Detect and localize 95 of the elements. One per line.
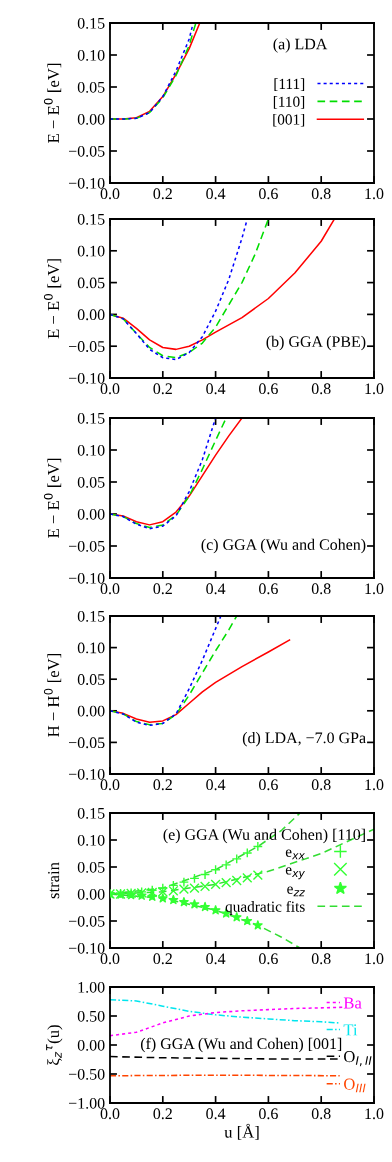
y-axis-title: H − H$^{0}$ [eV] <box>43 654 62 737</box>
legend-label: Ti <box>343 1024 358 1036</box>
text: (e) GGA (Wu and Cohen) [110] <box>163 828 365 844</box>
x-tick-label: 0.8 <box>311 583 331 595</box>
x-tick-label: 0.0 <box>100 779 120 791</box>
text: (f) GGA (Wu and Cohen) [001] <box>140 1037 342 1053</box>
x-tick-label: 0.8 <box>311 779 331 791</box>
y-tick-label: 1.00 <box>78 981 105 993</box>
x-axis-title: u [Å] <box>224 1123 259 1140</box>
y-tick-label: 0.10 <box>77 444 105 456</box>
text: (a) LDA <box>273 38 328 53</box>
x-tick-label: 0.8 <box>311 188 331 200</box>
legend-label: quadratic fits <box>225 900 305 915</box>
y-axis-title: E − E$^{0}$ [eV] <box>43 458 62 538</box>
x-tick-label: 0.4 <box>206 383 226 395</box>
x-tick-label: 0.4 <box>206 779 226 791</box>
x-tick-label: 1.0 <box>365 1108 384 1120</box>
y-axis-title: ξ$_{z}$$^{τ}$(u) <box>46 1025 63 1065</box>
text: (d) LDA, −7.0 GPa <box>242 732 366 747</box>
y-tick-label: 0.05 <box>77 861 105 873</box>
x-tick-label: 0.6 <box>259 383 278 395</box>
x-tick-label: 0.8 <box>311 953 331 965</box>
legend-label: [001] <box>273 113 305 127</box>
y-tick-label: −0.10 <box>68 572 105 584</box>
y-tick-label: −0.05 <box>68 341 105 352</box>
x-tick-label: 0.4 <box>206 583 226 595</box>
y-tick-label: −0.10 <box>68 942 105 954</box>
y-tick-label: 0.15 <box>77 807 105 819</box>
y-tick-label: 0.50 <box>77 1010 105 1022</box>
x-tick-label: 1.0 <box>365 583 384 595</box>
legend-label: [110] <box>273 96 305 109</box>
y-tick-label: 0.10 <box>77 245 105 257</box>
y-tick-label: 0.00 <box>77 309 105 321</box>
y-tick-label: 0.05 <box>77 674 105 685</box>
y-tick-label: 0.05 <box>77 81 105 93</box>
y-tick-label: 0.00 <box>77 705 105 717</box>
x-tick-label: 0.8 <box>311 383 331 395</box>
y-tick-label: 0.10 <box>77 834 105 846</box>
x-tick-label: 1.0 <box>365 779 384 791</box>
y-axis-title: E − E$^{0}$ [eV] <box>43 259 62 339</box>
y-tick-label: 0.00 <box>77 888 105 900</box>
legend-label: [111] <box>274 78 305 91</box>
y-tick-label: −0.05 <box>68 540 105 552</box>
x-tick-label: 0.0 <box>100 188 120 200</box>
x-tick-label: 0.6 <box>259 188 278 200</box>
x-tick-label: 0.4 <box>206 188 226 200</box>
legend-label: Ba <box>343 997 362 1009</box>
x-tick-label: 0.2 <box>153 1108 172 1120</box>
legend-label: e$_{xy}$ <box>285 867 305 880</box>
y-tick-label: 0.15 <box>77 17 105 29</box>
y-tick-label: −0.50 <box>68 1068 105 1080</box>
y-axis-title: strain <box>48 862 60 899</box>
x-tick-label: 1.0 <box>365 383 384 395</box>
y-tick-label: −0.05 <box>68 737 105 749</box>
legend-label: e$_{xx}$ <box>285 849 305 860</box>
y-tick-label: 0.10 <box>77 642 105 654</box>
y-tick-label: −0.10 <box>68 372 105 384</box>
y-tick-label: 0.00 <box>77 1039 105 1051</box>
y-tick-label: 0.00 <box>77 113 105 125</box>
y-tick-label: 0.15 <box>77 610 105 622</box>
y-tick-label: 0.05 <box>77 476 105 488</box>
x-tick-label: 0.2 <box>153 779 172 791</box>
text: (c) GGA (Wu and Cohen) <box>201 538 366 554</box>
x-tick-label: 0.2 <box>153 188 172 200</box>
x-tick-label: 0.2 <box>153 383 172 395</box>
x-tick-label: 0.2 <box>153 583 172 595</box>
y-tick-label: 0.05 <box>77 277 105 289</box>
y-tick-label: −0.05 <box>68 145 105 157</box>
x-tick-label: 0.4 <box>206 953 226 965</box>
y-tick-label: −0.10 <box>68 768 105 780</box>
y-tick-label: −1.00 <box>68 1097 105 1109</box>
x-tick-label: 0.4 <box>206 1108 226 1120</box>
y-tick-label: −0.10 <box>68 177 105 189</box>
legend-label: e$_{zz}$ <box>287 886 305 897</box>
y-axis-title: E − E$^{0}$ [eV] <box>43 63 62 143</box>
x-tick-label: 0.6 <box>259 779 278 791</box>
x-tick-label: 0.0 <box>100 383 120 395</box>
legend-label: O$_{III}$ <box>344 1078 366 1093</box>
y-tick-label: 0.00 <box>77 508 105 520</box>
x-tick-label: 0.2 <box>153 953 172 965</box>
x-tick-label: 0.6 <box>259 583 278 595</box>
legend-label: O$_{I,II}$ <box>344 1051 372 1067</box>
x-tick-label: 1.0 <box>365 188 384 200</box>
x-tick-label: 0.0 <box>100 1108 120 1120</box>
x-tick-label: 0.6 <box>259 1108 278 1120</box>
y-tick-label: 0.10 <box>77 49 105 61</box>
y-tick-label: 0.15 <box>77 213 105 225</box>
x-tick-label: 0.0 <box>100 953 120 965</box>
y-tick-label: 0.15 <box>77 412 105 424</box>
x-tick-label: 1.0 <box>365 953 384 965</box>
x-tick-label: 0.0 <box>100 583 120 595</box>
x-tick-label: 0.8 <box>311 1108 331 1120</box>
x-tick-label: 0.6 <box>259 953 278 965</box>
text: (b) GGA (PBE) <box>266 335 366 351</box>
y-tick-label: −0.05 <box>68 915 105 927</box>
